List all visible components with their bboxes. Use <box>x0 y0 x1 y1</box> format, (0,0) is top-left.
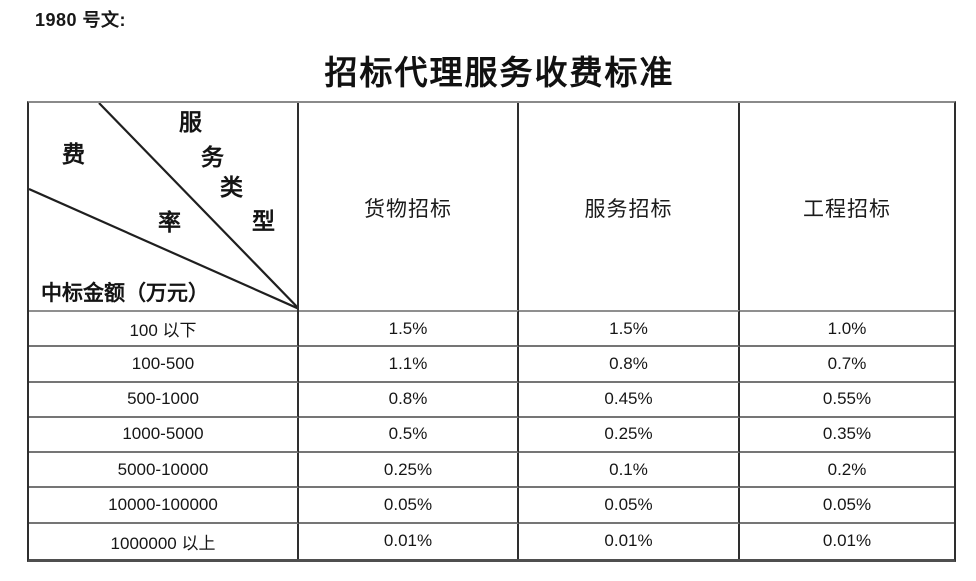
fee-value-cell: 0.7% <box>740 347 954 383</box>
corner-service-type-char: 服 <box>179 110 202 135</box>
column-header-services: 服务招标 <box>519 103 740 312</box>
column-header-goods: 货物招标 <box>299 103 519 312</box>
fee-value-cell: 1.5% <box>519 310 740 348</box>
corner-fee-rate-char: 费 <box>62 142 85 167</box>
fee-value-cell: 1.0% <box>740 310 954 348</box>
fee-value-cell: 0.45% <box>519 382 740 418</box>
fee-value-cell: 1.5% <box>299 310 519 348</box>
fee-value-cell: 0.25% <box>519 417 740 454</box>
column-header-engineering: 工程招标 <box>803 196 891 221</box>
amount-cell: 5000-10000 <box>29 453 299 489</box>
fee-value-cell: 0.01% <box>519 523 740 559</box>
diagonal-divider <box>29 103 297 310</box>
fee-value-cell: 0.25% <box>299 453 519 489</box>
fee-value-cell: 0.05% <box>519 488 740 524</box>
fee-value-cell: 0.1% <box>519 453 740 489</box>
corner-header-cell: 费 率 服 务 类 型 中标金额（万元） <box>29 103 299 312</box>
fee-value-cell: 0.35% <box>740 418 954 454</box>
corner-amount-label: 中标金额（万元） <box>41 281 209 305</box>
fee-value-cell: 0.5% <box>299 417 519 454</box>
corner-fee-rate-char: 率 <box>158 210 181 235</box>
corner-service-type-char: 务 <box>201 145 224 170</box>
doc-number-label: 1980 号文: <box>35 10 127 30</box>
fee-value-cell: 0.05% <box>299 488 519 524</box>
fee-value-cell: 0.8% <box>519 347 740 383</box>
corner-service-type-char: 型 <box>252 209 275 234</box>
fee-value-cell: 1.1% <box>299 347 519 383</box>
fee-value-cell: 0.01% <box>299 523 519 559</box>
amount-cell: 500-1000 <box>29 382 299 418</box>
fee-value-cell: 0.01% <box>822 531 872 551</box>
fee-value-cell: 0.2% <box>740 453 954 489</box>
amount-cell: 10000-100000 <box>29 488 299 524</box>
amount-cell: 1000-5000 <box>29 417 299 454</box>
amount-cell: 100 以下 <box>29 310 299 348</box>
fee-value-cell: 0.8% <box>299 382 519 418</box>
amount-cell: 100-500 <box>29 347 299 383</box>
page-title: 招标代理服务收费标准 <box>324 56 675 92</box>
fee-value-cell: 0.55% <box>740 383 954 418</box>
amount-cell: 1000000 以上 <box>29 523 299 559</box>
fee-value-cell: 0.05% <box>740 488 954 524</box>
fee-table: 费 率 服 务 类 型 中标金额（万元） 货物招标 服务招标 工程招标 100 … <box>27 101 956 562</box>
corner-service-type-char: 类 <box>220 175 243 200</box>
